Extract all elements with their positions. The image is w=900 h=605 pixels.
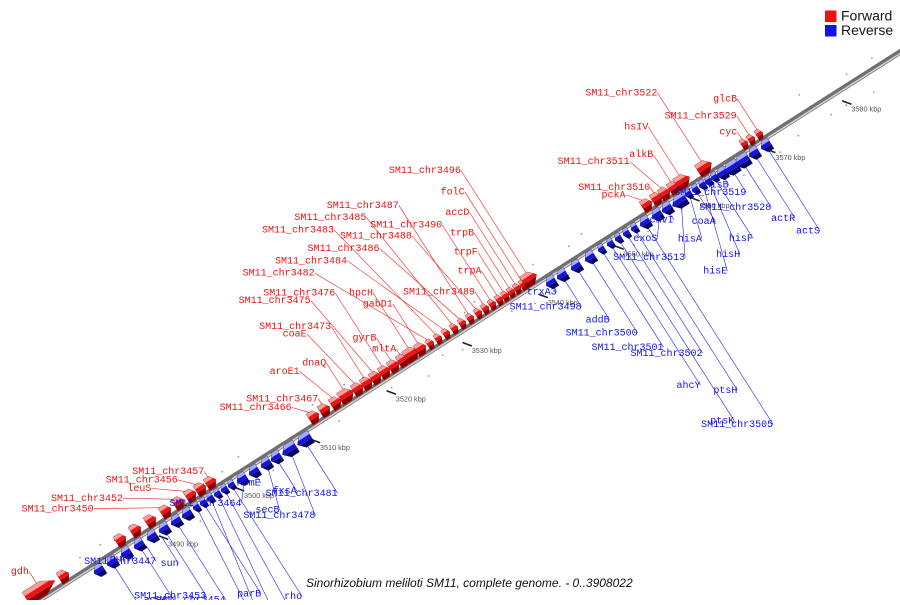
- svg-text:SM11_chr3522: SM11_chr3522: [585, 87, 657, 99]
- svg-text:SM11_chr3482: SM11_chr3482: [243, 268, 315, 280]
- svg-text:SM11_chr3519: SM11_chr3519: [674, 187, 746, 199]
- svg-text:SM11_chr3485: SM11_chr3485: [294, 212, 366, 224]
- svg-text:trpA: trpA: [457, 267, 481, 278]
- svg-text:trxA3: trxA3: [527, 288, 557, 299]
- svg-text:SM11_chr3488: SM11_chr3488: [340, 231, 412, 243]
- svg-text:dnaQ: dnaQ: [302, 358, 326, 370]
- svg-text:ptsH: ptsH: [713, 386, 737, 397]
- svg-text:cyc: cyc: [719, 128, 737, 139]
- svg-text:SM11_chr3529: SM11_chr3529: [665, 110, 737, 122]
- svg-text:SM11_chr3496: SM11_chr3496: [389, 165, 461, 177]
- svg-text:SM11_chr3475: SM11_chr3475: [239, 295, 311, 307]
- svg-text:Sinorhizobium meliloti SM11, c: Sinorhizobium meliloti SM11, complete ge…: [306, 576, 633, 590]
- svg-text:aroE1: aroE1: [270, 367, 300, 378]
- svg-text:3530 kbp: 3530 kbp: [472, 346, 502, 355]
- svg-text:SM11_chr3483: SM11_chr3483: [262, 225, 334, 237]
- svg-text:parB: parB: [237, 590, 261, 600]
- svg-text:3490 kbp: 3490 kbp: [168, 540, 198, 549]
- svg-text:sun: sun: [161, 559, 179, 570]
- svg-text:SM11_chr3481: SM11_chr3481: [266, 488, 338, 500]
- svg-text:SM11_chr3490: SM11_chr3490: [370, 220, 442, 232]
- svg-text:hsIV: hsIV: [624, 122, 648, 134]
- svg-text:coaA: coaA: [692, 217, 716, 228]
- svg-text:SM11_chr3511: SM11_chr3511: [558, 156, 630, 168]
- svg-text:hisF: hisF: [729, 233, 753, 245]
- svg-text:pckA: pckA: [601, 189, 625, 201]
- svg-text:leuS: leuS: [127, 483, 151, 495]
- svg-text:3510 kbp: 3510 kbp: [320, 443, 350, 452]
- svg-text:glcB: glcB: [713, 93, 737, 105]
- svg-text:chvI: chvI: [650, 214, 674, 226]
- svg-text:hisA: hisA: [678, 233, 702, 245]
- svg-text:ahcY: ahcY: [676, 380, 700, 392]
- svg-text:SM11_chr3528: SM11_chr3528: [699, 202, 771, 214]
- svg-text:addB: addB: [586, 315, 610, 327]
- svg-text:SM11_chr3513: SM11_chr3513: [613, 252, 685, 264]
- svg-text:SM11_chr3466: SM11_chr3466: [220, 402, 292, 414]
- svg-text:trpF: trpF: [454, 248, 478, 259]
- svg-text:3580 kbp: 3580 kbp: [851, 105, 881, 114]
- svg-text:SM11_chr3450: SM11_chr3450: [22, 503, 94, 515]
- svg-text:SM11_chr3484: SM11_chr3484: [275, 255, 347, 267]
- svg-text:SM11_chr3464: SM11_chr3464: [169, 498, 241, 510]
- svg-text:actS: actS: [796, 227, 820, 238]
- svg-text:SM11_chr3498: SM11_chr3498: [510, 302, 582, 314]
- svg-text:hisH: hisH: [716, 249, 740, 261]
- svg-text:exoS: exoS: [633, 234, 657, 245]
- svg-text:SM11_chr3478: SM11_chr3478: [243, 510, 315, 522]
- svg-text:hisE: hisE: [703, 266, 727, 278]
- svg-text:hemE: hemE: [237, 477, 261, 489]
- svg-text:actR: actR: [771, 214, 795, 225]
- svg-text:folC: folC: [441, 186, 465, 198]
- svg-text:alkB: alkB: [629, 149, 653, 161]
- svg-text:mltA: mltA: [372, 344, 396, 356]
- svg-text:hpcH: hpcH: [349, 287, 373, 299]
- svg-text:rho: rho: [284, 591, 302, 600]
- svg-text:SM11_chr3489: SM11_chr3489: [403, 286, 475, 298]
- svg-text:SM11_chr3502: SM11_chr3502: [630, 348, 702, 360]
- svg-text:gdh: gdh: [11, 566, 29, 578]
- svg-text:SM11_chr3486: SM11_chr3486: [307, 243, 379, 255]
- svg-text:SM11_chr3454: SM11_chr3454: [154, 595, 226, 600]
- svg-text:trpB: trpB: [450, 229, 474, 240]
- svg-text:SM11_chr3447: SM11_chr3447: [84, 556, 156, 568]
- svg-text:accD: accD: [445, 208, 469, 219]
- svg-text:SM11_chr3452: SM11_chr3452: [51, 493, 123, 505]
- svg-text:3520 kbp: 3520 kbp: [396, 395, 426, 404]
- svg-text:coaE: coaE: [283, 329, 307, 340]
- svg-text:SM11_chr3505: SM11_chr3505: [701, 419, 773, 431]
- svg-text:gabD1: gabD1: [363, 299, 393, 311]
- svg-text:3570 kbp: 3570 kbp: [775, 153, 805, 162]
- svg-text:gyrB: gyrB: [352, 334, 376, 345]
- svg-text:SM11_chr3500: SM11_chr3500: [566, 328, 638, 340]
- svg-text:Reverse: Reverse: [841, 22, 893, 38]
- svg-text:SM11_chr3487: SM11_chr3487: [327, 200, 399, 212]
